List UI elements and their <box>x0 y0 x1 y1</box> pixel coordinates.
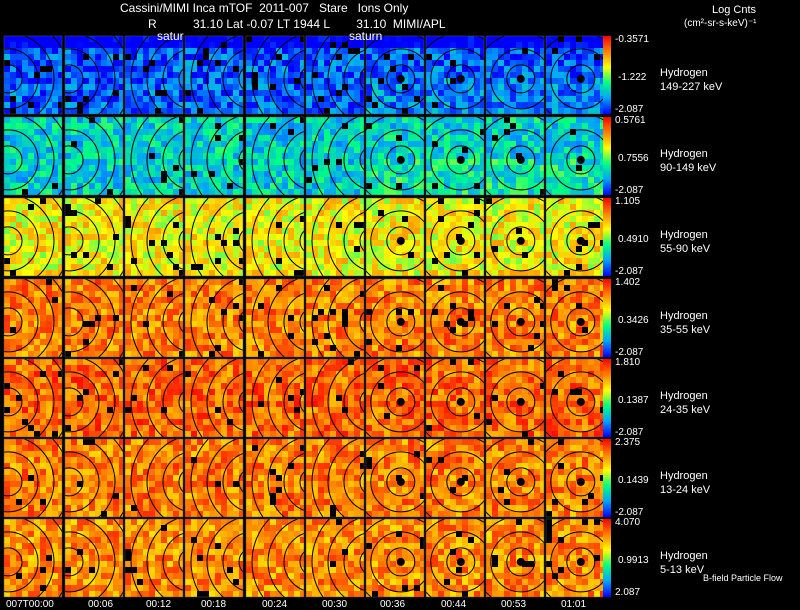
colorbar-max-value: 4.070 <box>615 517 640 528</box>
time-tick-label: 00:12 <box>146 599 171 610</box>
colorbar-max-value: 1.105 <box>615 196 640 207</box>
species-label: Hydrogen <box>660 310 708 323</box>
colorbar-max-value: 2.375 <box>615 437 640 448</box>
energy-range-label: 24-35 keV <box>660 404 710 417</box>
colorbar-mid-value: 0.1439 <box>618 475 649 486</box>
time-tick-label: 00:24 <box>262 599 287 610</box>
colorbar-mid-value: 0.3426 <box>618 315 649 326</box>
time-tick-label: 00:06 <box>88 599 113 610</box>
coordinate-readout: 31.10 Lat -0.07 LT 1944 L 31.10 MIMI/APL <box>193 18 446 31</box>
colorbar-max-value: 0.5761 <box>615 115 646 126</box>
colorbar <box>603 519 611 597</box>
energy-range-label: 55-90 keV <box>660 243 710 256</box>
right-saturn-label: saturn <box>349 30 382 43</box>
species-label: Hydrogen <box>660 390 708 403</box>
colorbar <box>603 439 611 517</box>
colorbar-mid-value: 0.4910 <box>618 234 649 245</box>
colorbar <box>603 117 611 195</box>
colorbar-min-value: -2.087 <box>615 185 643 196</box>
energy-range-label: 13-24 keV <box>660 484 710 497</box>
species-label: Hydrogen <box>660 470 708 483</box>
time-tick-label: 007T00:00 <box>6 599 54 610</box>
energy-range-label: 35-55 keV <box>660 324 710 337</box>
colorbar-min-value: 2.087 <box>615 587 640 598</box>
time-tick-label: 00:36 <box>380 599 405 610</box>
r-label: R <box>148 18 157 31</box>
colorbar-max-value: 1.402 <box>615 277 640 288</box>
colorbar <box>603 359 611 437</box>
colorbar-min-value: -2.087 <box>615 104 643 115</box>
energy-range-label: 90-149 keV <box>660 162 716 175</box>
plot-title: Cassini/MIMI Inca mTOF 2011-007 Stare Io… <box>120 2 408 15</box>
colorbar-units-subtitle: (cm²-sr-s-keV)⁻¹ <box>684 17 756 30</box>
colorbar-max-value: -0.3571 <box>615 34 649 45</box>
colorbar-mid-value: 0.7556 <box>618 153 649 164</box>
colorbar-mid-value: -1.222 <box>618 72 646 83</box>
species-label: Hydrogen <box>660 229 708 242</box>
left-saturn-label: satur <box>157 30 184 43</box>
species-label: Hydrogen <box>660 550 708 563</box>
colorbar-mid-value: 0.9913 <box>618 555 649 566</box>
colorbar-max-value: 1.810 <box>615 357 640 368</box>
colorbar <box>603 279 611 357</box>
colorbar <box>603 36 611 114</box>
colorbar-units-title: Log Cnts <box>712 4 756 17</box>
time-tick-label: 00:53 <box>501 599 526 610</box>
time-tick-label: 00:44 <box>441 599 466 610</box>
species-label: Hydrogen <box>660 148 708 161</box>
time-tick-label: 01:01 <box>561 599 586 610</box>
colorbar-mid-value: 0.1387 <box>618 395 649 406</box>
species-label: Hydrogen <box>660 67 708 80</box>
footer-note: B-field Particle Flow <box>703 572 783 585</box>
energy-range-label: 5-13 keV <box>660 564 704 577</box>
time-tick-label: 00:30 <box>322 599 347 610</box>
colorbar-min-value: -2.087 <box>615 266 643 277</box>
energy-range-label: 149-227 keV <box>660 81 722 94</box>
colorbar <box>603 198 611 276</box>
time-tick-label: 00:18 <box>201 599 226 610</box>
